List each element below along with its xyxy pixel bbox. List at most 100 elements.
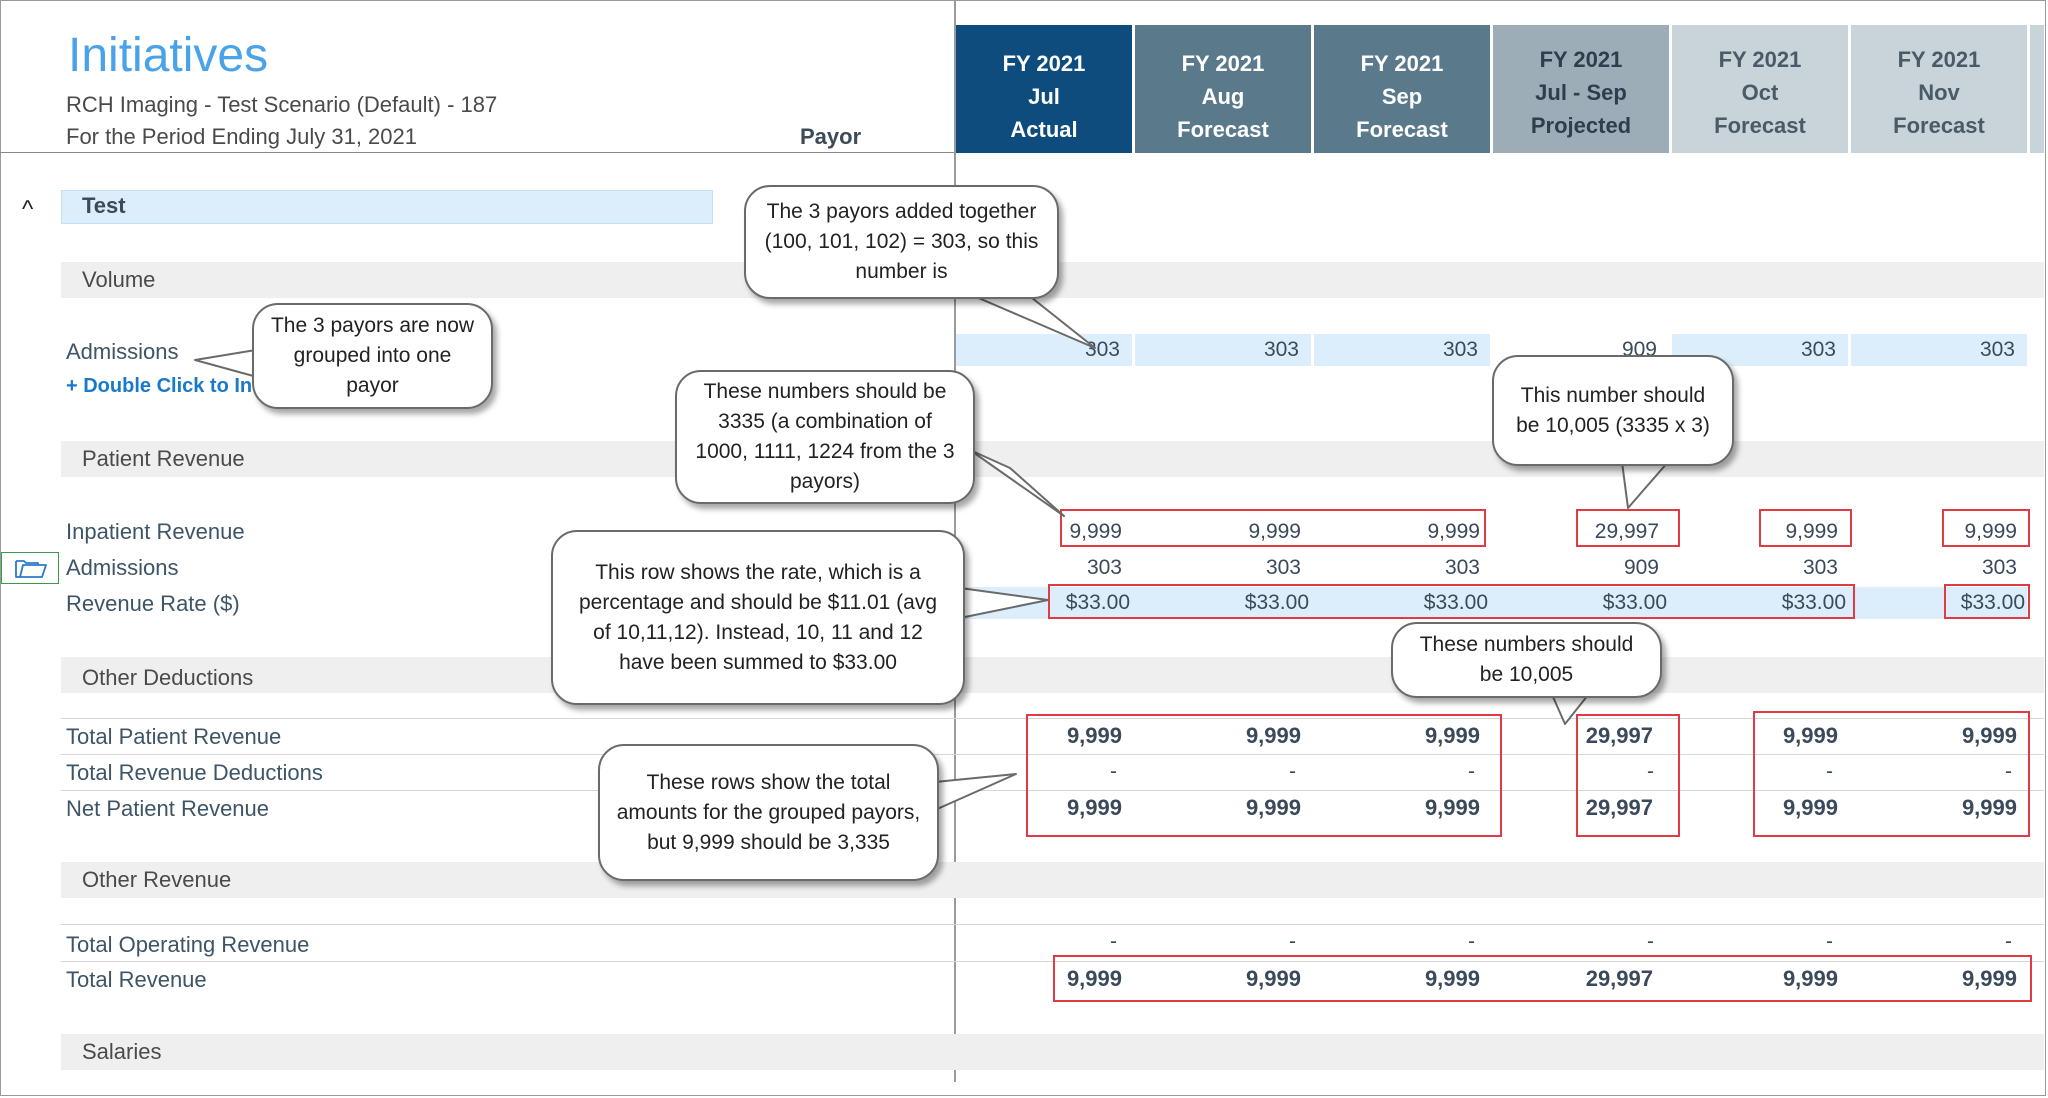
column-header[interactable]: FY 2021 Sep Forecast [1314,25,1490,153]
value-cell[interactable]: 9,999 [1785,520,1838,543]
section-title[interactable]: Test [82,193,126,218]
value-cell[interactable]: - [1110,760,1117,783]
value-cell[interactable]: - [1647,760,1654,783]
callout-bubble: The 3 payors are now grouped into one pa… [252,303,493,409]
value-cell[interactable]: $33.00 [1781,591,1846,614]
value-cell[interactable]: - [1468,930,1475,953]
value-cell[interactable]: 9,999 [1245,723,1301,748]
value-cell[interactable]: 9,999 [1961,795,2017,820]
value-cell[interactable]: 9,999 [1964,520,2017,543]
value-cell[interactable]: 303 [1084,338,1120,361]
row-divider [61,924,2044,925]
value-cell[interactable]: 303 [1979,338,2015,361]
column-year: FY 2021 [1539,47,1623,72]
group-label-other-deductions: Other Deductions [82,665,254,690]
collapse-icon[interactable]: ^ [22,196,34,223]
value-cell[interactable]: 29,997 [1585,723,1653,748]
value-cell[interactable]: 29,997 [1585,966,1653,991]
value-cell[interactable]: 29,997 [1585,795,1653,820]
annotation-box [1759,509,1852,547]
value-cell[interactable]: 303 [1444,556,1480,579]
value-cell[interactable]: 9,999 [1245,966,1301,991]
value-cell[interactable]: 9,999 [1782,723,1838,748]
value-cell[interactable]: 9,999 [1961,966,2017,991]
value-cell[interactable]: - [2005,760,2012,783]
row-label-total-operating-revenue[interactable]: Total Operating Revenue [66,932,310,957]
callout-bubble: This number should be 10,005 (3335 x 3) [1492,355,1734,466]
value-cell[interactable]: 9,999 [1424,966,1480,991]
value-cell[interactable]: 9,999 [1245,795,1301,820]
value-cell[interactable]: 9,999 [1066,966,1122,991]
value-cell[interactable]: - [2005,930,2012,953]
row-label-total-revenue[interactable]: Total Revenue [66,967,207,992]
group-label-salaries: Salaries [82,1039,162,1064]
group-band-patient-revenue [61,441,2044,477]
folder-button[interactable] [1,552,59,584]
row-label-admissions[interactable]: Admissions [66,339,179,364]
group-label-other-revenue: Other Revenue [82,867,232,892]
value-cell[interactable]: 9,999 [1961,723,2017,748]
column-header[interactable]: FY 2021 Jul - Sep Projected [1493,25,1669,153]
value-cell[interactable]: 29,997 [1594,520,1659,543]
row-label-total-patient-revenue[interactable]: Total Patient Revenue [66,724,282,749]
annotation-box [1576,714,1680,837]
value-cell[interactable]: 9,999 [1427,520,1480,543]
value-cell[interactable]: 9,999 [1066,795,1122,820]
row-label-net-patient-revenue[interactable]: Net Patient Revenue [66,796,270,821]
column-period: Sep [1381,84,1423,109]
value-cell[interactable]: $33.00 [1960,591,2025,614]
value-cell[interactable]: $33.00 [1065,591,1130,614]
annotation-box [1944,584,2030,619]
value-cell[interactable]: 303 [1981,556,2017,579]
row-label-total-revenue-deductions[interactable]: Total Revenue Deductions [66,760,323,785]
value-cell[interactable]: - [1289,760,1296,783]
column-type: Actual [1010,117,1078,142]
column-header[interactable]: FY 2021 Oct Forecast [1672,25,1848,153]
value-cell[interactable]: 9,999 [1782,966,1838,991]
value-cell[interactable]: - [1647,930,1654,953]
value-cell[interactable]: - [1468,760,1475,783]
payor-column-header[interactable]: Payor [800,124,862,149]
row-label-inpatient-revenue[interactable]: Inpatient Revenue [66,519,245,544]
row-divider [61,718,2044,719]
cell-highlight [1851,334,2027,366]
value-cell[interactable]: 9,999 [1248,520,1301,543]
value-cell[interactable]: 9,999 [1424,795,1480,820]
value-cell[interactable]: 303 [1086,556,1122,579]
callout-bubble: This row shows the rate, which is a perc… [551,530,965,705]
group-band-salaries [61,1034,2044,1070]
value-cell[interactable]: 9,999 [1066,723,1122,748]
column-header[interactable]: FY 2021 Jul Actual [956,25,1132,153]
value-cell[interactable]: - [1826,760,1833,783]
value-cell[interactable]: - [1110,930,1117,953]
value-cell[interactable]: 303 [1442,338,1478,361]
value-cell[interactable]: 9,999 [1424,723,1480,748]
column-period: Nov [1918,80,1960,105]
annotation-box [1053,955,2032,1002]
column-type: Forecast [1714,113,1806,138]
value-cell[interactable]: 303 [1263,338,1299,361]
value-cell[interactable]: 9,999 [1782,795,1838,820]
value-cell[interactable]: 909 [1623,556,1659,579]
page-title: Initiatives [68,29,269,82]
column-header[interactable]: FY 2021 Nov Forecast [1851,25,2027,153]
row-label-admissions[interactable]: Admissions [66,555,179,580]
row-label-revenue-rate[interactable]: Revenue Rate ($) [66,591,240,616]
group-label-patient-revenue: Patient Revenue [82,446,245,471]
column-header[interactable]: FY 2021 Aug Forecast [1135,25,1311,153]
value-cell[interactable]: - [1826,930,1833,953]
double-click-link[interactable]: + Double Click to In [66,375,253,397]
value-cell[interactable]: 303 [1265,556,1301,579]
value-cell[interactable]: $33.00 [1244,591,1309,614]
group-band-other-deductions [61,657,2044,693]
value-cell[interactable]: $33.00 [1423,591,1488,614]
value-cell[interactable]: $33.00 [1602,591,1667,614]
value-cell[interactable]: 303 [1800,338,1836,361]
column-year: FY 2021 [1181,51,1265,76]
value-cell[interactable]: - [1289,930,1296,953]
column-period: Jul - Sep [1535,80,1627,105]
row-divider [61,961,2044,962]
value-cell[interactable]: 303 [1802,556,1838,579]
value-cell[interactable]: 9,999 [1069,520,1122,543]
